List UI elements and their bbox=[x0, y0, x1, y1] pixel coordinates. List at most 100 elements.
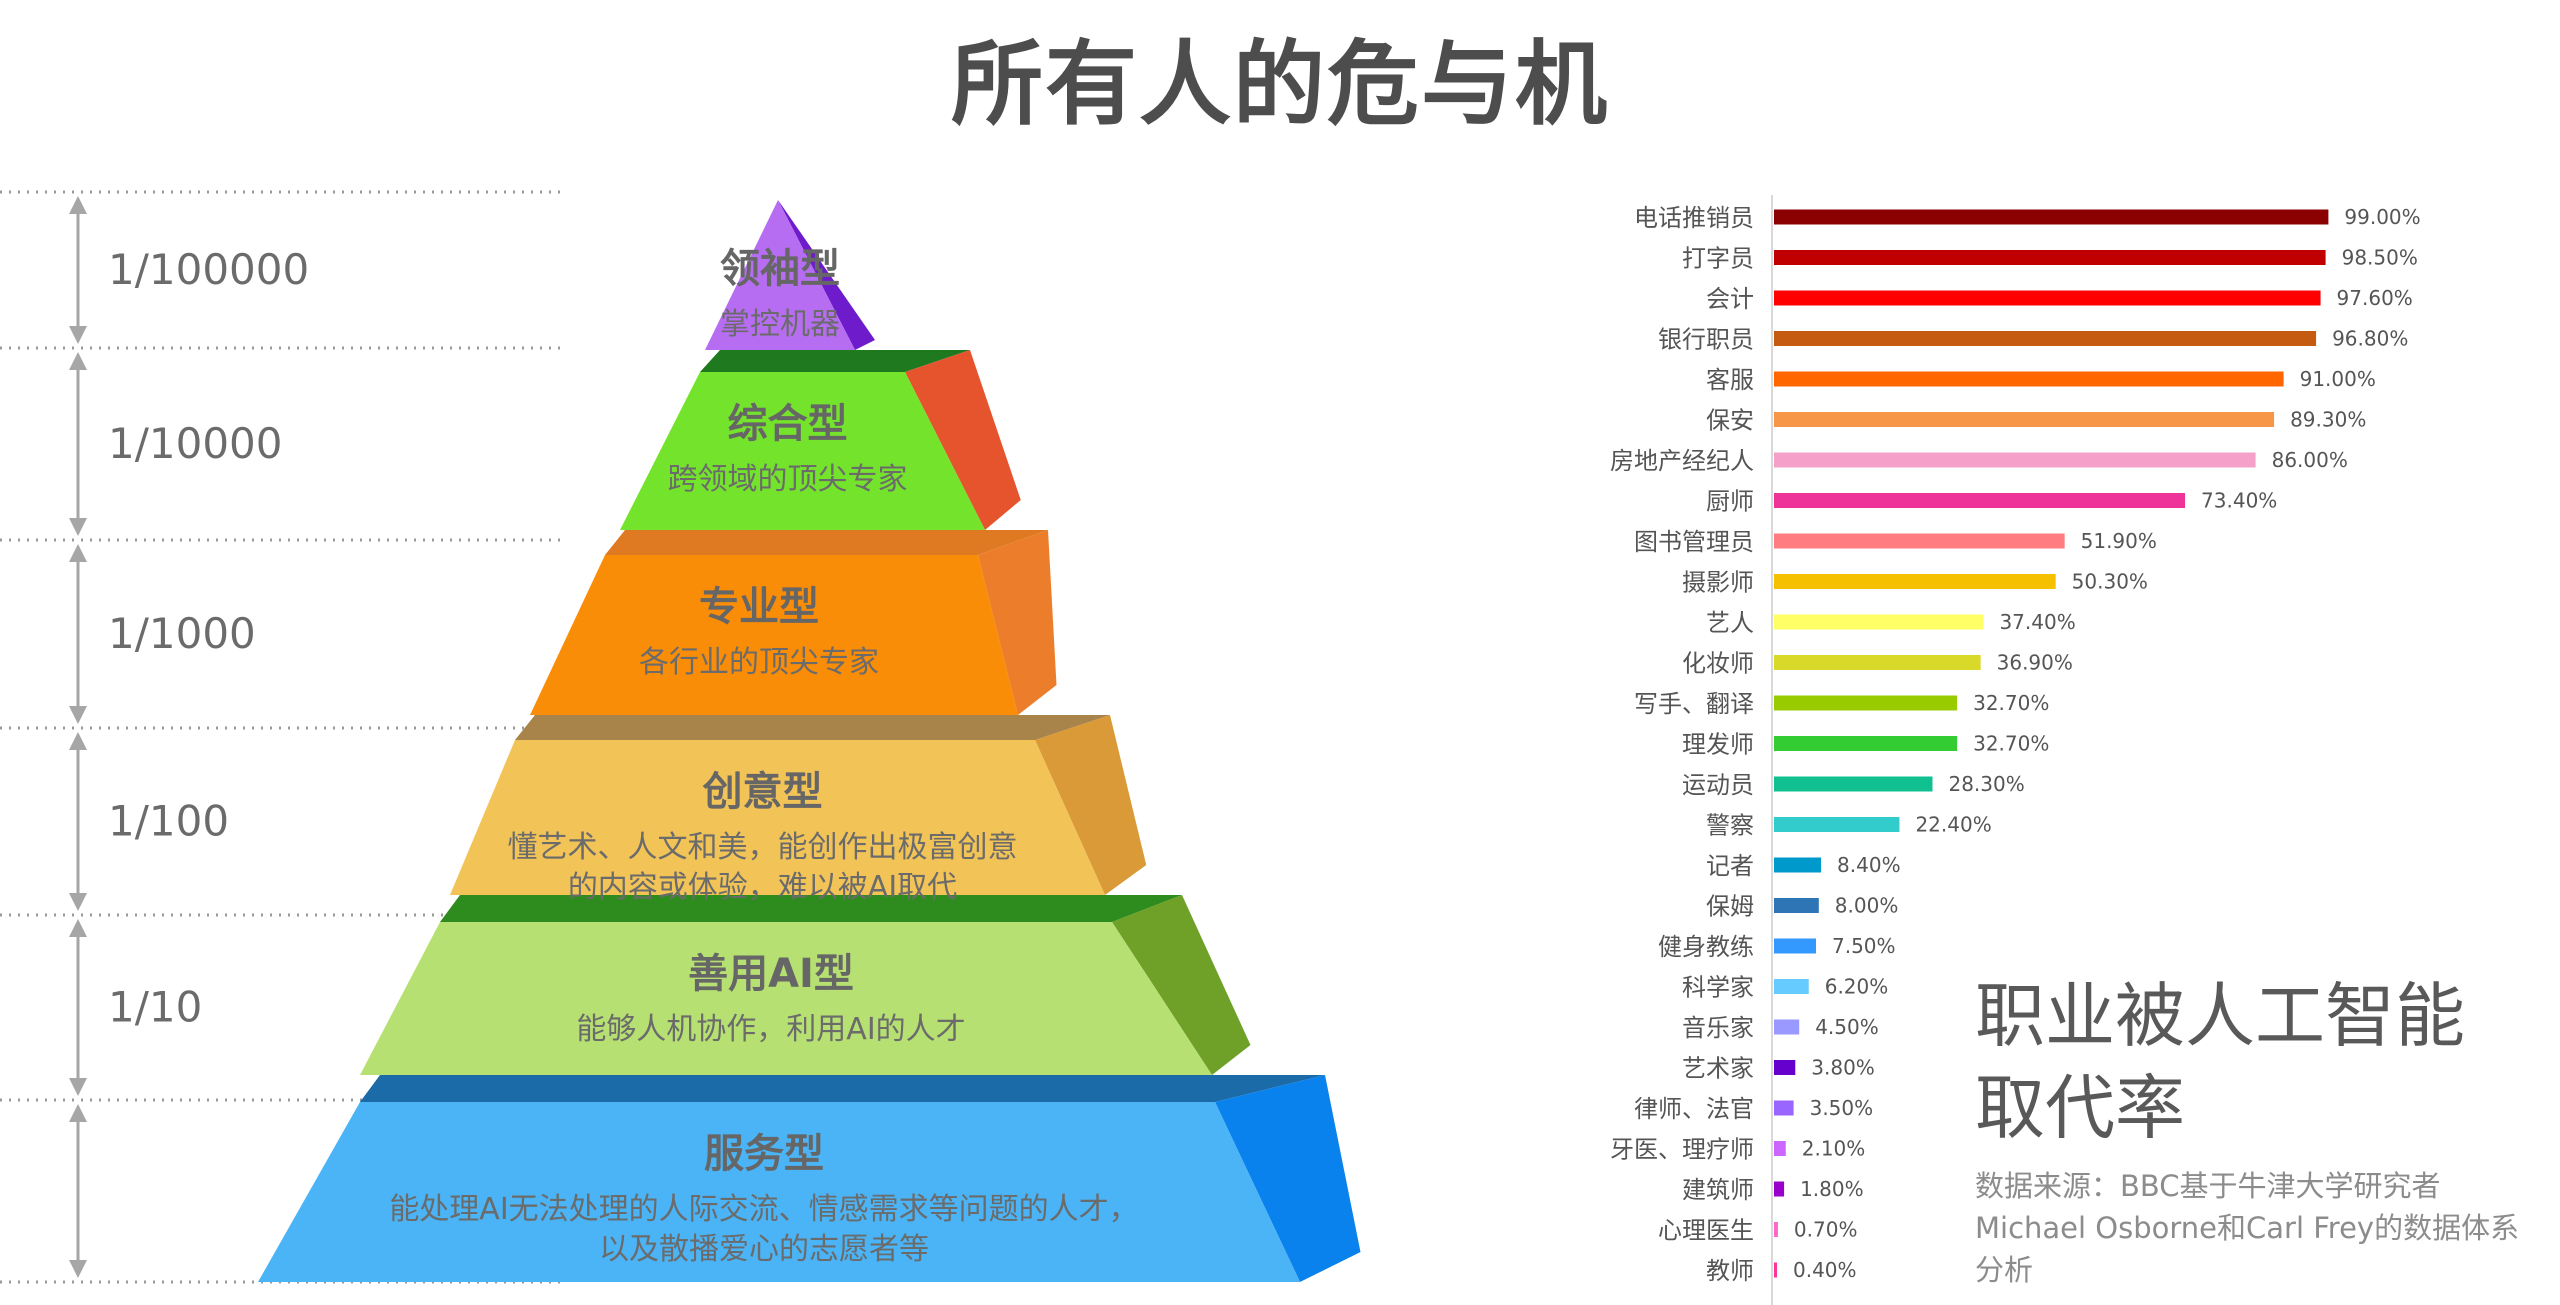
bar bbox=[1774, 574, 2056, 589]
bar bbox=[1774, 1100, 1794, 1116]
value-label: 2.10% bbox=[1802, 1137, 1866, 1161]
value-label: 99.00% bbox=[2344, 205, 2420, 229]
bar bbox=[1774, 776, 1933, 792]
bar bbox=[1774, 614, 1984, 630]
pyramid-level-desc: 能够人机协作，利用AI的人才 bbox=[576, 1012, 965, 1047]
category-label: 厨师 bbox=[1706, 488, 1754, 516]
category-label: 写手、翻译 bbox=[1634, 690, 1754, 718]
level-ratio-label: 1/100000 bbox=[108, 245, 309, 294]
value-label: 89.30% bbox=[2290, 408, 2366, 432]
value-label: 36.90% bbox=[1997, 651, 2073, 675]
bar bbox=[1774, 817, 1900, 832]
bar bbox=[1774, 452, 2256, 468]
pyramid-layer-front bbox=[620, 372, 985, 530]
category-label: 科学家 bbox=[1682, 974, 1754, 1002]
category-label: 教师 bbox=[1706, 1257, 1754, 1285]
category-label: 摄影师 bbox=[1682, 569, 1754, 597]
bar bbox=[1774, 331, 2317, 346]
value-label: 22.40% bbox=[1915, 813, 1991, 837]
category-label: 律师、法官 bbox=[1634, 1095, 1754, 1123]
level-ratio-label: 1/10000 bbox=[108, 419, 282, 468]
bar bbox=[1774, 412, 2275, 427]
value-label: 86.00% bbox=[2272, 448, 2348, 472]
arrow-head-up-icon bbox=[69, 352, 87, 370]
category-label: 客服 bbox=[1706, 366, 1754, 394]
value-label: 0.40% bbox=[1793, 1258, 1857, 1282]
pyramid-level-desc: 能处理AI无法处理的人际交流、情感需求等问题的人才， bbox=[389, 1192, 1138, 1227]
category-label: 建筑师 bbox=[1682, 1176, 1754, 1204]
category-label: 房地产经纪人 bbox=[1610, 447, 1754, 475]
value-label: 6.20% bbox=[1825, 975, 1889, 999]
arrow-head-down-icon bbox=[69, 893, 87, 911]
category-label: 艺术家 bbox=[1682, 1055, 1754, 1083]
bar bbox=[1774, 493, 2186, 508]
pyramid-layer-front bbox=[258, 1102, 1300, 1282]
replacement-rate-bar-chart: 电话推销员 99.00% 打字员 98.50% 会计 97.60% 银行职员 96.80% 客服… bbox=[1610, 195, 2421, 1305]
value-label: 32.70% bbox=[1973, 691, 2049, 715]
arrow-head-up-icon bbox=[69, 919, 87, 937]
category-label: 图书管理员 bbox=[1634, 528, 1754, 556]
bar bbox=[1774, 1262, 1777, 1278]
pyramid-layer-top bbox=[440, 895, 1182, 922]
pyramid-level-desc: 掌控机器 bbox=[720, 307, 840, 342]
arrow-head-down-icon bbox=[69, 1260, 87, 1278]
pyramid-layer-side bbox=[1112, 895, 1251, 1075]
arrow-head-down-icon bbox=[69, 326, 87, 344]
bar bbox=[1774, 371, 2284, 387]
bar bbox=[1774, 1019, 1800, 1035]
category-label: 打字员 bbox=[1682, 245, 1754, 273]
bar bbox=[1774, 209, 2329, 225]
category-label: 音乐家 bbox=[1682, 1014, 1754, 1042]
pyramid-level-desc: 的内容或体验，难以被AI取代 bbox=[568, 870, 957, 905]
bar bbox=[1774, 1060, 1796, 1075]
level-ratio-label: 1/100 bbox=[108, 797, 229, 846]
value-label: 8.00% bbox=[1835, 894, 1899, 918]
category-label: 理发师 bbox=[1682, 731, 1754, 759]
category-label: 保姆 bbox=[1706, 893, 1754, 921]
pyramid-layer-top bbox=[515, 715, 1110, 740]
category-label: 记者 bbox=[1706, 852, 1754, 880]
pyramid-layer-front bbox=[705, 200, 855, 350]
level-ratio-label: 1/10 bbox=[108, 983, 202, 1032]
pyramid-level-name: 善用AI型 bbox=[688, 951, 854, 997]
category-label: 会计 bbox=[1706, 285, 1754, 313]
value-label: 96.80% bbox=[2332, 327, 2408, 351]
category-label: 保安 bbox=[1706, 407, 1754, 435]
arrow-head-up-icon bbox=[69, 196, 87, 214]
arrow-head-up-icon bbox=[69, 544, 87, 562]
value-label: 4.50% bbox=[1815, 1015, 1879, 1039]
value-label: 51.90% bbox=[2081, 529, 2157, 553]
bar bbox=[1774, 898, 1819, 913]
category-label: 健身教练 bbox=[1658, 933, 1754, 961]
arrow-head-down-icon bbox=[69, 706, 87, 724]
pyramid-level-desc: 懂艺术、人文和美，能创作出极富创意 bbox=[508, 830, 1018, 865]
bar bbox=[1774, 695, 1958, 711]
pyramid-level-name: 创意型 bbox=[703, 769, 823, 815]
pyramid-level-name: 服务型 bbox=[704, 1131, 824, 1177]
pyramid-level-name: 领袖型 bbox=[720, 246, 840, 292]
pyramid-level-desc: 跨领域的顶尖专家 bbox=[668, 462, 908, 497]
level-ratio-label: 1/1000 bbox=[108, 609, 256, 658]
value-label: 97.60% bbox=[2337, 286, 2413, 310]
bar bbox=[1774, 1181, 1785, 1197]
value-label: 1.80% bbox=[1800, 1177, 1864, 1201]
pyramid-layer-side bbox=[978, 530, 1057, 715]
pyramid-layer-front bbox=[450, 740, 1105, 895]
category-label: 警察 bbox=[1706, 812, 1754, 840]
pyramid-layer-side bbox=[905, 350, 1021, 530]
category-label: 电话推销员 bbox=[1634, 204, 1754, 232]
value-label: 37.40% bbox=[1999, 610, 2075, 634]
category-label: 心理医生 bbox=[1658, 1217, 1754, 1245]
value-label: 98.50% bbox=[2342, 246, 2418, 270]
pyramid-layer-front bbox=[360, 922, 1212, 1075]
bar bbox=[1774, 979, 1809, 994]
bar bbox=[1774, 1222, 1778, 1237]
category-label: 化妆师 bbox=[1682, 650, 1754, 678]
pyramid-layer-side bbox=[1215, 1075, 1361, 1282]
category-label: 银行职员 bbox=[1658, 326, 1754, 354]
pyramid-level-desc: 各行业的顶尖专家 bbox=[639, 645, 879, 680]
pyramid-layer-front bbox=[530, 555, 1018, 715]
source-note: 数据来源：BBC基于牛津大学研究者Michael Osborne和Carl Fr… bbox=[1975, 1169, 2520, 1287]
bar bbox=[1774, 938, 1816, 954]
